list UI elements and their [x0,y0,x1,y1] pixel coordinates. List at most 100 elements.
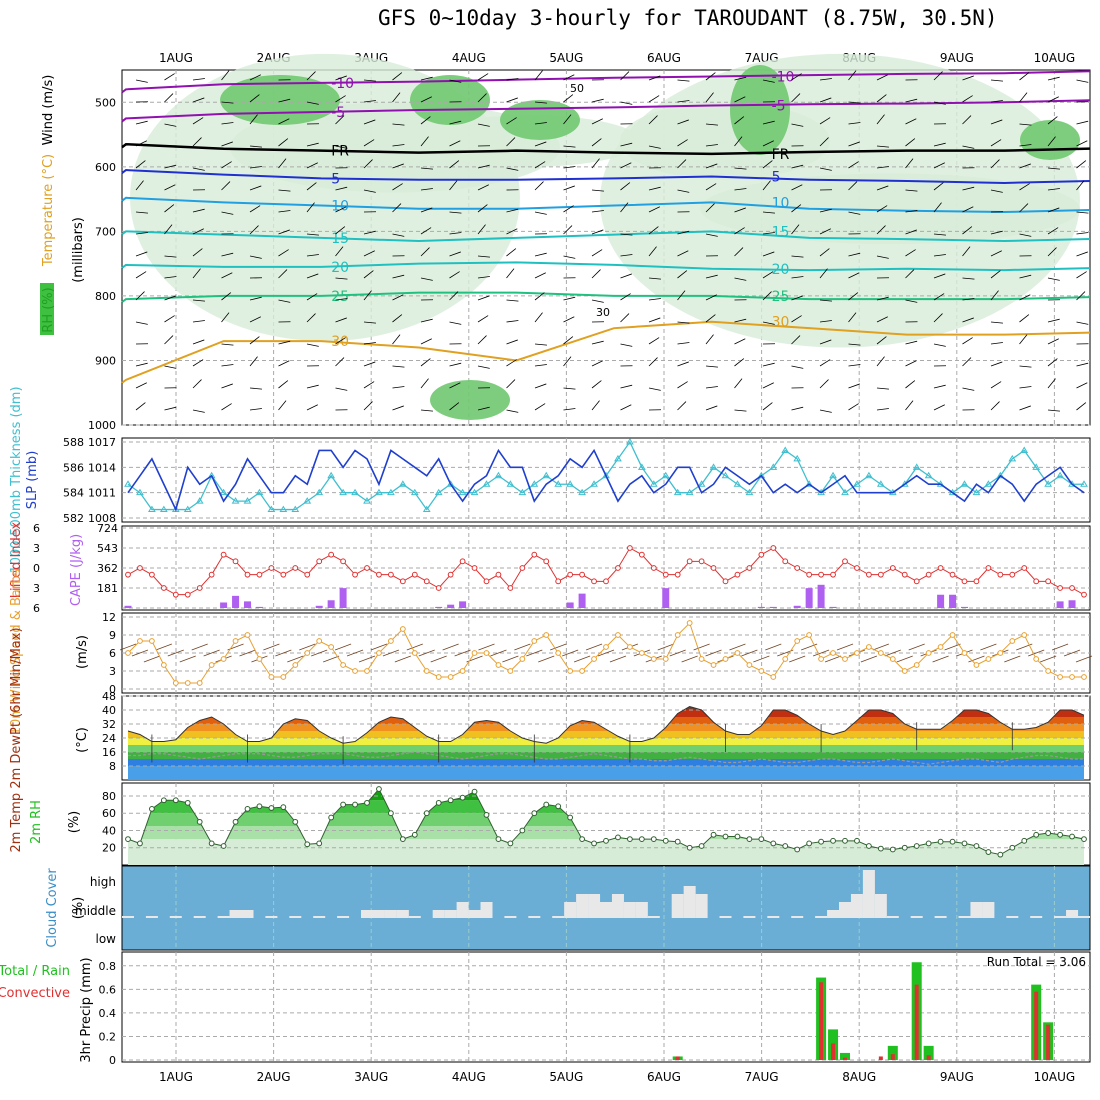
wind-barb [1075,655,1093,663]
wind-barb [962,277,975,280]
thickness-point [984,480,993,487]
wind-barb [534,211,547,215]
wind-barb [705,203,715,213]
wind-barb [363,139,375,147]
lifted-index-line-point [770,545,777,551]
wind-speed-line-point [961,650,968,656]
wind-barb [420,136,429,147]
lifted-index-line-point [149,571,155,578]
wind-barb [848,161,859,169]
panel-frame-cloud [121,865,1091,951]
wind-barb [135,362,148,367]
lifted-index-line-point [722,578,729,585]
wind-barb [534,181,544,191]
wind-barb [677,290,686,301]
cloud-trace [193,916,206,918]
wind-barb [135,180,144,191]
wind-speed-line-point [149,638,155,644]
temp-contour-label: FR [331,144,349,160]
wind-barb [249,166,262,169]
y-tick-label: 32 [102,718,116,731]
wind-barb [192,268,201,279]
wind-barb [392,203,402,213]
y-axis-label-slp: SLP (mb) [25,451,40,510]
date-label-top: 5AUG [549,51,583,65]
rh-line-point [435,799,442,806]
wind-speed-line-point [567,668,574,674]
wind-barb [449,120,462,125]
wind-barb [648,337,660,345]
wind-speed-line-point [830,650,836,656]
wind-barb [490,649,507,657]
wind-speed-line-point [137,638,143,644]
wind-barb [848,141,860,147]
lifted-index-line-point [340,558,347,565]
y-axis-label-rh2m: 2m RH [29,800,44,844]
rh-shade [130,53,520,342]
wind-speed-line-point [519,656,526,662]
thickness-point [207,471,216,479]
cape-bar [805,588,813,608]
y-tick-label: 0.6 [99,983,117,996]
wind-barb [990,250,1002,257]
wind-barb [908,643,925,651]
date-label-top: 10AUG [1034,51,1076,65]
wind-barb [933,273,946,279]
wind-barb [1047,338,1059,345]
wind-barb [249,356,258,367]
rh-line-point [674,838,681,845]
lifted-index-line-point [603,578,609,585]
wind-barb [762,382,774,389]
wind-barb [669,649,686,657]
rh-line-point [184,799,191,806]
thickness-point [124,480,132,487]
cloud-bar [1066,910,1079,918]
lifted-index-line-point [901,571,908,578]
wind-barb [506,409,519,413]
wind-barb [933,404,945,411]
wind-barb [477,204,488,213]
rh-line-point [877,845,884,852]
wind-speed-line-point [674,632,681,638]
rh-line-point [328,814,335,821]
thickness-point [733,480,742,487]
wind-barb [563,387,576,390]
wind-speed-line-point [208,662,215,668]
y-tick-label: 3 [109,665,116,678]
wind-barb [239,649,256,657]
wind-barb [597,649,615,657]
dewpoint-line [128,751,1084,765]
wind-barb [249,316,261,323]
wind-barb [534,122,547,125]
lifted-index-line-point [710,565,717,571]
lifted-index-line-point [961,578,968,585]
cloud-bar [372,910,385,918]
wind-barb [933,71,943,81]
temp-contour-label: 30 [772,315,790,331]
wind-barb [477,295,490,301]
wind-barb [819,167,832,171]
wind-speed-line-point [507,668,514,674]
thickness-point [422,505,431,513]
rh-bands [128,789,1084,865]
wind-barb [819,268,828,279]
wind-barb [249,114,258,125]
wind-barb [1047,96,1059,103]
wind-barb [620,182,631,191]
rh-line-point [686,844,693,851]
y-axis-label-thickness: 1000-500mb Thickness (dm) [9,386,24,573]
rh-line-point [638,836,645,843]
wind-barb [962,186,975,191]
y-axis-label-temp: 2m Temp 2m DewPt (6hr Min/Max) [9,627,24,852]
rh-line-point [1045,830,1052,836]
wind-barb [648,246,657,257]
wind-barb [287,655,304,663]
wind-barb [506,137,516,147]
chart-title: GFS 0~10day 3-hourly for TAROUDANT (8.75… [378,6,998,30]
wind-speed-line-point [734,650,741,656]
wind-barb [657,643,674,651]
wind-barb [192,117,204,125]
temp-contour-label: 5 [772,170,781,186]
run-total-label: Run Total = 3.06 [987,955,1086,969]
wind-barb [1019,72,1030,81]
